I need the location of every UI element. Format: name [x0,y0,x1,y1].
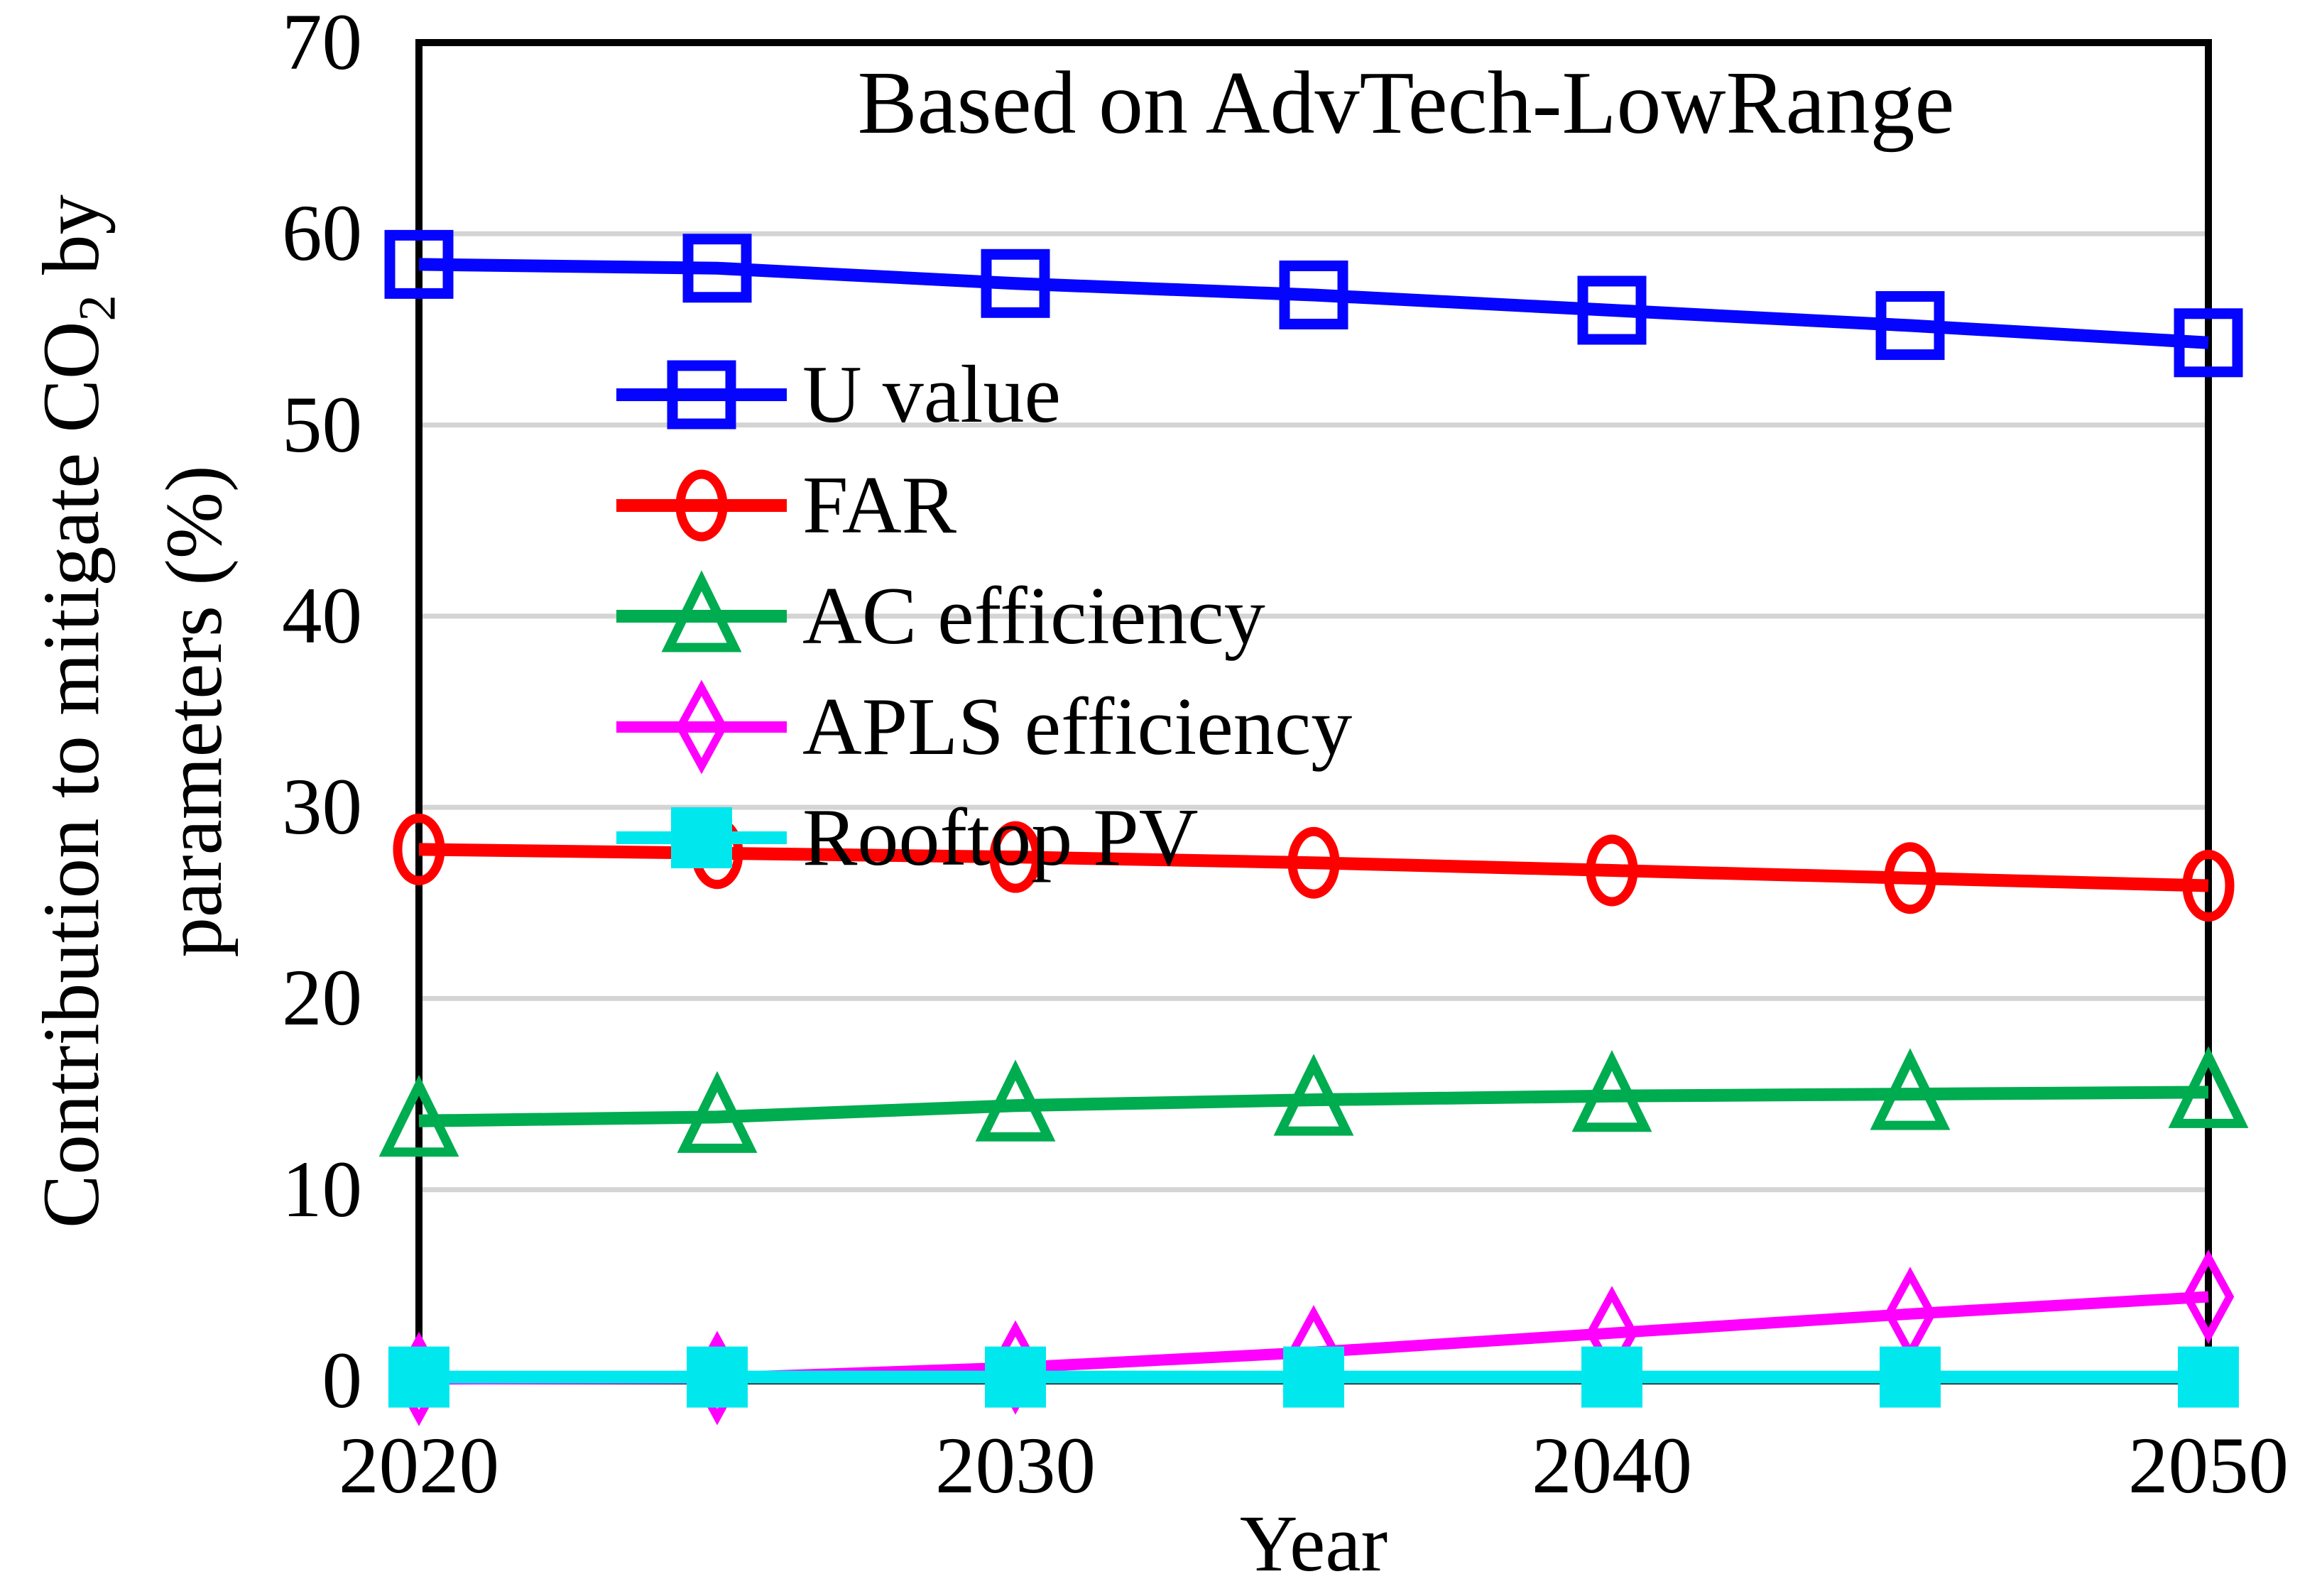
filled-square-icon [616,807,787,868]
x-axis-label: Year [1239,1499,1388,1588]
y-axis-label-line1: Contribution to mitigate CO2 by [27,194,127,1229]
y-tick-label: 30 [282,763,362,852]
chart-title: Based on AdvTech-LowRange [857,54,1955,153]
y-tick-label: 70 [282,0,362,87]
legend-item-u-value: U value [612,348,1061,442]
y-tick-label: 0 [322,1336,363,1425]
y-axis-label-line2: parameters (%) [149,465,239,958]
legend-label: Rooftop PV [802,792,1199,883]
legend-label: FAR [802,460,957,551]
x-tick-label: 2040 [1532,1421,1692,1510]
x-tick-label: 2030 [935,1421,1096,1510]
series-u-value [384,229,2243,378]
y-axis-label: Contribution to mitigate CO2 by paramete… [23,16,239,1407]
legend-item-ac-efficiency: AC efficiency [612,569,1265,663]
y-tick-label: 10 [282,1144,362,1234]
legend-label: APLS efficiency [802,682,1353,772]
series-rooftop-pv [388,1346,2239,1408]
legend-label: AC efficiency [802,571,1265,662]
open-square-icon [616,360,787,430]
legend-item-apls-efficiency: APLS efficiency [612,680,1352,774]
open-triangle-icon [616,570,787,652]
legend-item-rooftop-pv: Rooftop PV [612,791,1199,885]
co2-subscript: 2 [68,295,127,322]
x-tick-label: 2020 [339,1421,499,1510]
legend-item-far: FAR [612,459,956,552]
open-diamond-icon [616,680,787,774]
y-tick-label: 20 [282,953,362,1043]
y-tick-label: 40 [282,571,362,660]
x-tick-label: 2050 [2128,1421,2289,1510]
y-tick-label: 50 [282,380,362,469]
open-circle-icon [616,469,787,542]
legend-label: U value [802,349,1061,440]
series-ac-efficiency [378,1046,2249,1157]
y-tick-label: 60 [282,189,362,278]
